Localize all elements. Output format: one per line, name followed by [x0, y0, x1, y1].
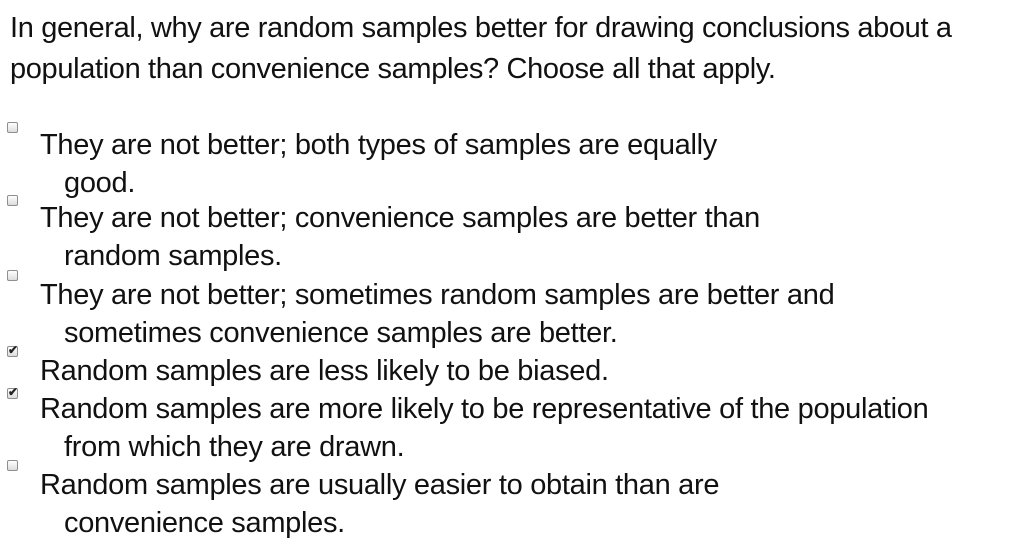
- option-1-checkbox[interactable]: [7, 122, 18, 133]
- check-mark-icon: ✔: [8, 343, 19, 357]
- option-6-checkbox[interactable]: [7, 460, 18, 471]
- check-mark-icon: ✔: [8, 385, 19, 399]
- option-2-checkbox[interactable]: [7, 195, 18, 206]
- option-3-checkbox[interactable]: [7, 270, 18, 281]
- option-5-checkbox[interactable]: ✔: [7, 385, 19, 399]
- option-3-label: They are not better; sometimes random sa…: [40, 279, 835, 349]
- option-4-label: Random samples are less likely to be bia…: [40, 355, 609, 387]
- option-4-checkbox[interactable]: ✔: [7, 343, 19, 357]
- option-6-label: Random samples are usually easier to obt…: [40, 469, 720, 539]
- option-1-label: They are not better; both types of sampl…: [40, 129, 717, 199]
- option-5-label: Random samples are more likely to be rep…: [40, 393, 929, 463]
- option-2-label: They are not better; convenience samples…: [40, 202, 760, 272]
- question-text: In general, why are random samples bette…: [10, 12, 952, 85]
